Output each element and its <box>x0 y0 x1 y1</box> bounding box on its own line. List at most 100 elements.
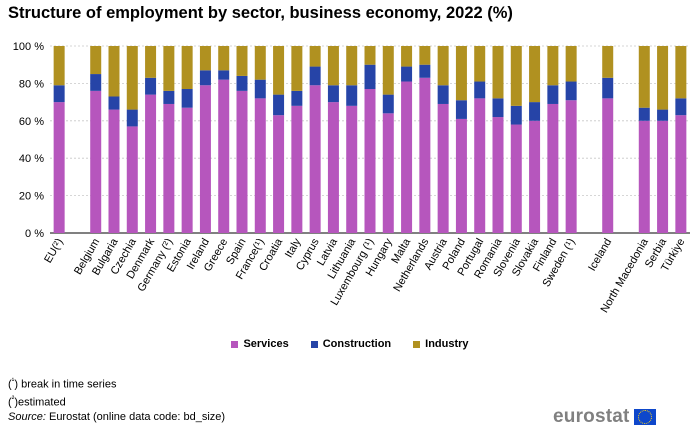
bar-construction-9 <box>236 75 248 91</box>
bar-services-0 <box>53 102 65 233</box>
bar-services-26 <box>547 103 559 233</box>
bar-industry-7 <box>199 46 211 71</box>
y-tick-label: 100 % <box>13 41 44 53</box>
bar-services-9 <box>236 90 248 233</box>
bar-services-8 <box>218 79 230 233</box>
bar-industry-5 <box>163 46 175 91</box>
bar-industry-15 <box>346 46 358 86</box>
x-axis-ticks: EU(²) BelgiumBulgariaCzechiaDenmarkGerman… <box>42 236 687 315</box>
bar-services-25 <box>529 120 541 233</box>
bar-services-17 <box>382 113 394 233</box>
bar-construction-29 <box>638 107 650 121</box>
bar-construction-20 <box>437 85 449 104</box>
bar-industry-14 <box>327 46 339 86</box>
bar-industry-13 <box>309 46 321 67</box>
bar-services-31 <box>675 115 687 233</box>
bar-industry-18 <box>401 46 413 67</box>
bar-services-6 <box>181 107 193 233</box>
bar-industry-30 <box>657 46 669 110</box>
bar-services-27 <box>565 100 577 233</box>
legend-item-services: Services <box>231 338 289 350</box>
bar-industry-19 <box>419 46 431 65</box>
bar-construction-6 <box>181 89 193 108</box>
chart-title: Structure of employment by sector, busin… <box>8 4 513 22</box>
bar-industry-28 <box>602 46 614 78</box>
bar-services-20 <box>437 103 449 233</box>
bar-industry-23 <box>492 46 504 99</box>
bar-services-10 <box>254 98 266 233</box>
bar-construction-14 <box>327 85 339 103</box>
legend: Services Construction Industry <box>0 338 700 350</box>
y-axis-ticks: 0 % 20 % 40 % 60 % 80 % 100 % <box>13 41 44 240</box>
footnotes: (¹) break in time series (²)estimated So… <box>8 374 225 425</box>
legend-swatch-industry <box>413 340 421 348</box>
footnote-break: (¹) break in time series <box>8 376 117 391</box>
bar-industry-31 <box>675 46 687 99</box>
bar-construction-26 <box>547 85 559 104</box>
bar-services-28 <box>602 98 614 233</box>
eurostat-logo-text: eurostat <box>553 406 630 427</box>
bar-construction-22 <box>474 81 486 99</box>
bar-construction-7 <box>199 70 211 86</box>
bar-construction-2 <box>108 96 120 110</box>
bars <box>53 46 687 234</box>
bar-construction-1 <box>90 74 102 91</box>
legend-item-construction: Construction <box>310 338 391 350</box>
source-line: Source: Eurostat (online data code: bd_s… <box>8 410 225 425</box>
bar-services-5 <box>163 103 175 233</box>
bar-construction-4 <box>145 77 157 95</box>
bar-construction-13 <box>309 66 321 86</box>
bar-industry-11 <box>273 46 285 95</box>
bar-construction-28 <box>602 77 614 99</box>
bar-industry-29 <box>638 46 650 108</box>
bar-industry-4 <box>145 46 157 78</box>
bar-services-29 <box>638 120 650 233</box>
bar-industry-21 <box>455 46 467 101</box>
bar-construction-21 <box>455 100 467 119</box>
footnote-estimated: (²)estimated <box>8 394 66 409</box>
bar-industry-27 <box>565 46 577 82</box>
bar-industry-26 <box>547 46 559 86</box>
footnote-estimated-mark: ² <box>11 394 15 404</box>
bar-services-30 <box>657 120 669 233</box>
bar-industry-0 <box>53 46 65 86</box>
bar-industry-22 <box>474 46 486 82</box>
bar-construction-5 <box>163 90 175 104</box>
bar-services-15 <box>346 105 358 233</box>
y-tick-label: 80 % <box>19 78 44 90</box>
source-text: Eurostat (online data code: bd_size) <box>45 411 226 424</box>
y-tick-label: 20 % <box>19 191 44 203</box>
bar-industry-16 <box>364 46 376 65</box>
x-tick-label: Iceland <box>586 237 614 274</box>
bar-services-2 <box>108 109 120 233</box>
bar-services-1 <box>90 90 102 233</box>
bar-industry-20 <box>437 46 449 86</box>
y-tick-label: 60 % <box>19 116 44 128</box>
bar-industry-3 <box>126 46 138 110</box>
bar-services-3 <box>126 126 138 233</box>
bar-industry-12 <box>291 46 303 91</box>
bar-construction-0 <box>53 85 65 103</box>
bar-construction-19 <box>419 64 431 78</box>
bar-construction-17 <box>382 94 394 114</box>
source-label: Source: <box>8 411 46 424</box>
legend-label-industry: Industry <box>425 338 469 350</box>
footnote-break-mark: ¹ <box>11 376 15 385</box>
bar-construction-16 <box>364 64 376 90</box>
bar-industry-9 <box>236 46 248 76</box>
bar-construction-23 <box>492 98 504 118</box>
footnote-estimated-text: estimated <box>18 396 66 409</box>
bar-services-14 <box>327 102 339 233</box>
legend-label-services: Services <box>243 338 289 350</box>
bar-industry-24 <box>510 46 522 106</box>
bar-services-24 <box>510 124 522 233</box>
bar-industry-10 <box>254 46 266 80</box>
eurostat-logo: eurostat <box>553 406 656 428</box>
bar-services-13 <box>309 85 321 234</box>
x-tick-label: EU(²) <box>42 237 66 266</box>
y-tick-label: 0 % <box>25 228 44 240</box>
bar-services-11 <box>273 115 285 233</box>
bar-construction-27 <box>565 81 577 101</box>
bar-services-21 <box>455 118 467 233</box>
bar-services-12 <box>291 105 303 233</box>
